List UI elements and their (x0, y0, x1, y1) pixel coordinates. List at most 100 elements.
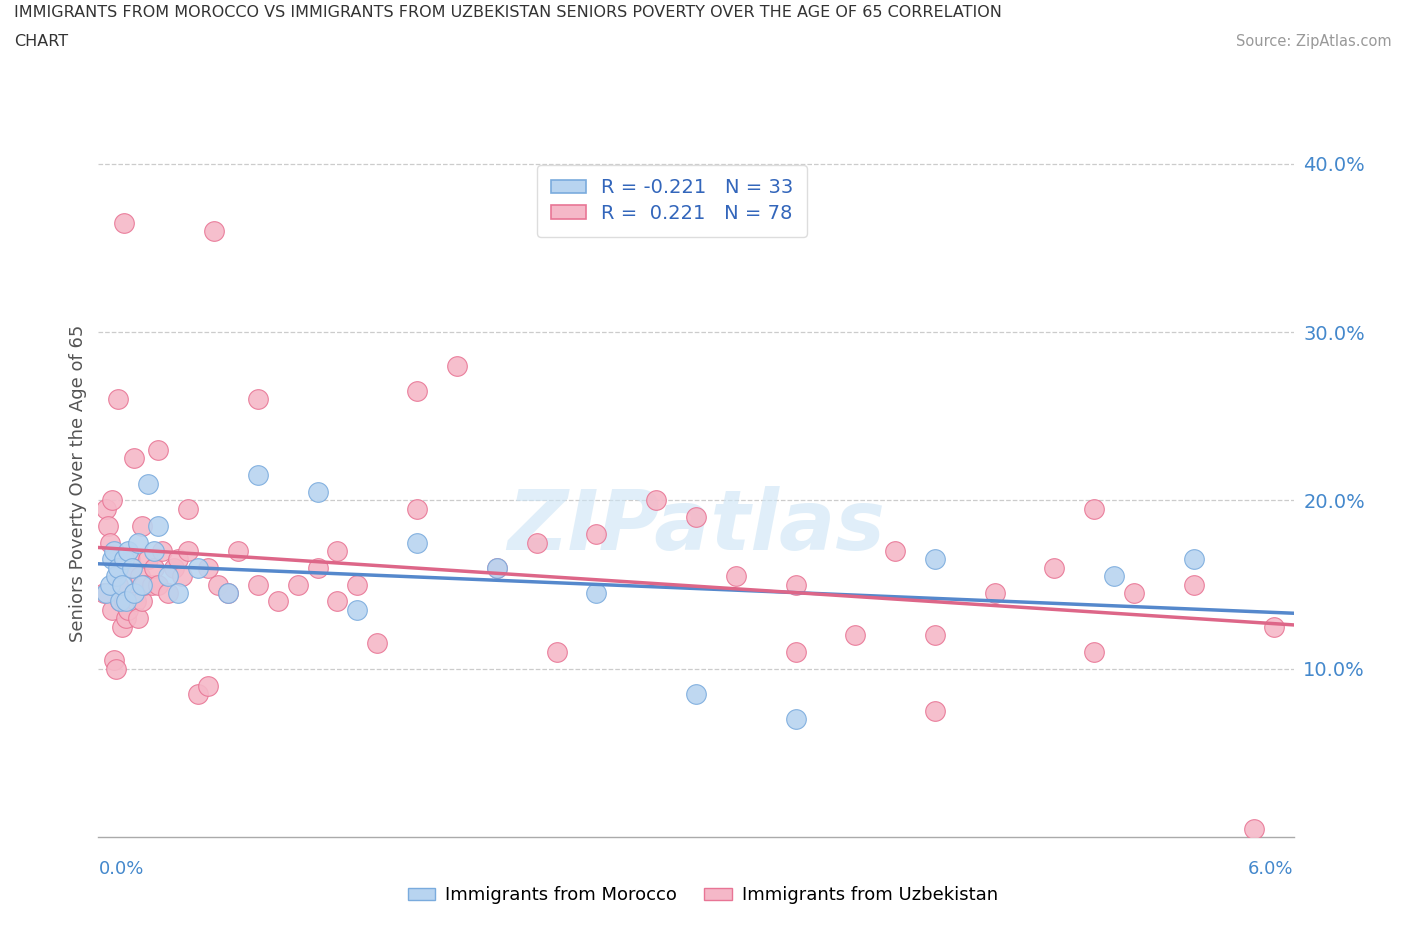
Point (134, 578, 156, 592)
Point (157, 586, 180, 601)
Point (124, 586, 146, 601)
Point (785, 711, 807, 726)
Point (112, 551, 135, 566)
Point (112, 594, 135, 609)
Point (110, 594, 132, 609)
Point (112, 216, 135, 231)
Point (924, 703, 946, 718)
Point (131, 518, 153, 533)
Point (585, 586, 607, 601)
Point (167, 551, 190, 566)
Point (125, 594, 148, 609)
Point (1182, 551, 1205, 566)
Point (136, 476, 159, 491)
Point (485, 560, 508, 575)
Point (148, 518, 170, 533)
Point (526, 535, 548, 550)
Point (163, 560, 186, 575)
Point (93, 586, 115, 601)
Text: IMMIGRANTS FROM MOROCCO VS IMMIGRANTS FROM UZBEKISTAN SENIORS POVERTY OVER THE A: IMMIGRANTS FROM MOROCCO VS IMMIGRANTS FR… (14, 5, 1002, 20)
Point (197, 560, 219, 575)
Point (150, 543, 173, 558)
Point (105, 569, 128, 584)
Point (187, 686, 209, 701)
Point (446, 358, 468, 373)
Point (366, 636, 388, 651)
Point (103, 653, 125, 668)
Point (1123, 586, 1146, 601)
Text: CHART: CHART (14, 34, 67, 49)
Point (127, 611, 149, 626)
Point (406, 383, 429, 398)
Point (1043, 560, 1066, 575)
Point (117, 603, 139, 618)
Point (143, 560, 166, 575)
Point (217, 586, 239, 601)
Text: 6.0%: 6.0% (1249, 860, 1294, 878)
Point (326, 543, 349, 558)
Point (131, 578, 153, 592)
Point (136, 551, 159, 566)
Point (115, 594, 138, 609)
Point (121, 560, 143, 575)
Point (983, 586, 1005, 601)
Point (246, 468, 269, 483)
Point (267, 594, 290, 609)
Text: ZIPatlas: ZIPatlas (508, 485, 884, 566)
Point (226, 543, 249, 558)
Point (326, 594, 349, 609)
Point (101, 551, 124, 566)
Point (307, 485, 329, 499)
Point (177, 543, 200, 558)
Point (924, 628, 946, 643)
Point (1182, 578, 1205, 592)
Point (124, 586, 146, 601)
Point (97, 518, 120, 533)
Point (129, 569, 152, 584)
Point (98, 535, 122, 550)
Point (107, 578, 129, 592)
Point (685, 686, 707, 701)
Point (101, 493, 124, 508)
Point (177, 501, 200, 516)
Point (724, 569, 747, 584)
Point (1263, 619, 1285, 634)
Point (406, 501, 429, 516)
Point (111, 619, 134, 634)
Point (645, 493, 668, 508)
Point (107, 392, 129, 407)
Point (143, 543, 166, 558)
Point (101, 603, 124, 618)
Point (157, 569, 180, 584)
Point (172, 569, 194, 584)
Y-axis label: Seniors Poverty Over the Age of 65: Seniors Poverty Over the Age of 65 (69, 325, 87, 643)
Point (131, 594, 153, 609)
Point (546, 644, 568, 659)
Point (96, 586, 118, 601)
Point (98, 578, 122, 592)
Point (120, 551, 142, 566)
Point (115, 611, 138, 626)
Point (96, 501, 118, 516)
Point (346, 603, 368, 618)
Text: 0.0%: 0.0% (98, 860, 143, 878)
Point (1083, 501, 1105, 516)
Point (346, 578, 368, 592)
Point (307, 560, 329, 575)
Point (103, 543, 125, 558)
Point (117, 543, 139, 558)
Point (197, 678, 219, 693)
Point (107, 560, 129, 575)
Point (148, 443, 170, 458)
Point (585, 526, 607, 541)
Point (485, 560, 508, 575)
Point (207, 578, 229, 592)
Point (105, 661, 128, 676)
Point (685, 510, 707, 525)
Point (287, 578, 309, 592)
Point (202, 224, 225, 239)
Point (884, 543, 907, 558)
Point (1243, 821, 1265, 836)
Point (1102, 569, 1125, 584)
Text: Source: ZipAtlas.com: Source: ZipAtlas.com (1236, 34, 1392, 49)
